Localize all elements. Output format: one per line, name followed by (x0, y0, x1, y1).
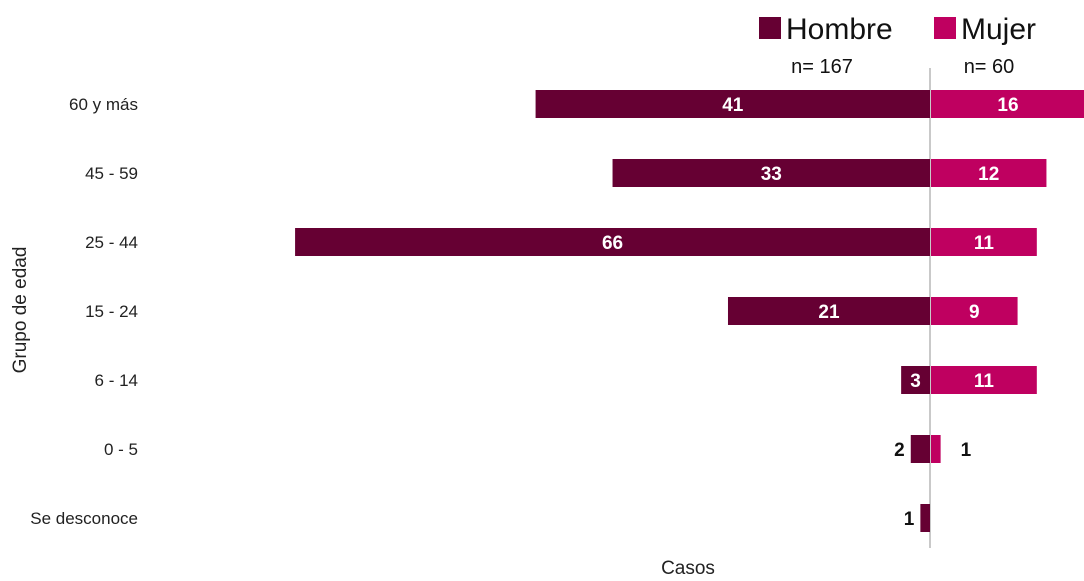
bar-hombre-0-5 (910, 435, 930, 463)
bar-mujer-60-y-mas (931, 90, 1084, 118)
bar-mujer-45-59 (931, 159, 1047, 187)
legend-label-hombre: Hombre (786, 13, 893, 46)
bar-mujer-15-24 (931, 297, 1018, 325)
bar-value-label-mujer-60-y-mas: 16 (997, 95, 1018, 116)
bar-hombre-25-44 (295, 228, 931, 256)
bar-value-label-hombre-15-24: 21 (818, 302, 840, 323)
category-label-0-5: 0 - 5 (104, 440, 138, 459)
bar-value-label-hombre-25-44: 66 (602, 233, 623, 254)
bar-value-label-mujer-15-24: 9 (969, 302, 980, 323)
category-label-se-desconoce: Se desconoce (30, 509, 138, 528)
bar-value-label-mujer-6-14: 11 (974, 371, 995, 392)
bar-hombre-se-desconoce (920, 504, 930, 532)
legend-swatch-hombre (759, 17, 781, 39)
bar-value-label-hombre-se-desconoce: 1 (904, 509, 915, 530)
bar-hombre-15-24 (727, 297, 930, 325)
category-label-6-14: 6 - 14 (95, 371, 138, 390)
n-label-hombre: n= 167 (791, 56, 853, 78)
category-label-45-59: 45 - 59 (85, 164, 138, 183)
y-axis-title: Grupo de edad (10, 247, 31, 374)
category-label-60-y-mas: 60 y más (69, 95, 138, 114)
bar-value-label-mujer-45-59: 12 (978, 164, 999, 185)
legend: Hombre Mujer (759, 13, 1036, 46)
n-label-mujer: n= 60 (964, 56, 1015, 78)
category-labels: 60 y más 45 - 59 25 - 44 15 - 24 6 - 14 0 - 5… (30, 95, 138, 528)
legend-label-mujer: Mujer (961, 13, 1036, 46)
bar-hombre-60-y-mas (535, 90, 930, 118)
bar-hombre-45-59 (612, 159, 930, 187)
category-label-25-44: 25 - 44 (85, 233, 138, 252)
bar-value-label-hombre-6-14: 3 (910, 371, 921, 392)
bar-mujer-6-14 (931, 366, 1037, 394)
bar-value-label-mujer-0-5: 1 (961, 440, 972, 461)
legend-swatch-mujer (934, 17, 956, 39)
bar-value-label-hombre-45-59: 33 (761, 164, 782, 185)
bar-value-label-mujer-25-44: 11 (974, 233, 995, 254)
bar-value-label-hombre-0-5: 2 (894, 440, 905, 461)
bar-mujer-25-44 (931, 228, 1037, 256)
bar-mujer-0-5 (931, 435, 941, 463)
bar-value-label-hombre-60-y-mas: 41 (722, 95, 744, 116)
bar-hombre-6-14 (901, 366, 930, 394)
x-axis-title: Casos (661, 558, 715, 579)
category-label-15-24: 15 - 24 (85, 302, 138, 321)
